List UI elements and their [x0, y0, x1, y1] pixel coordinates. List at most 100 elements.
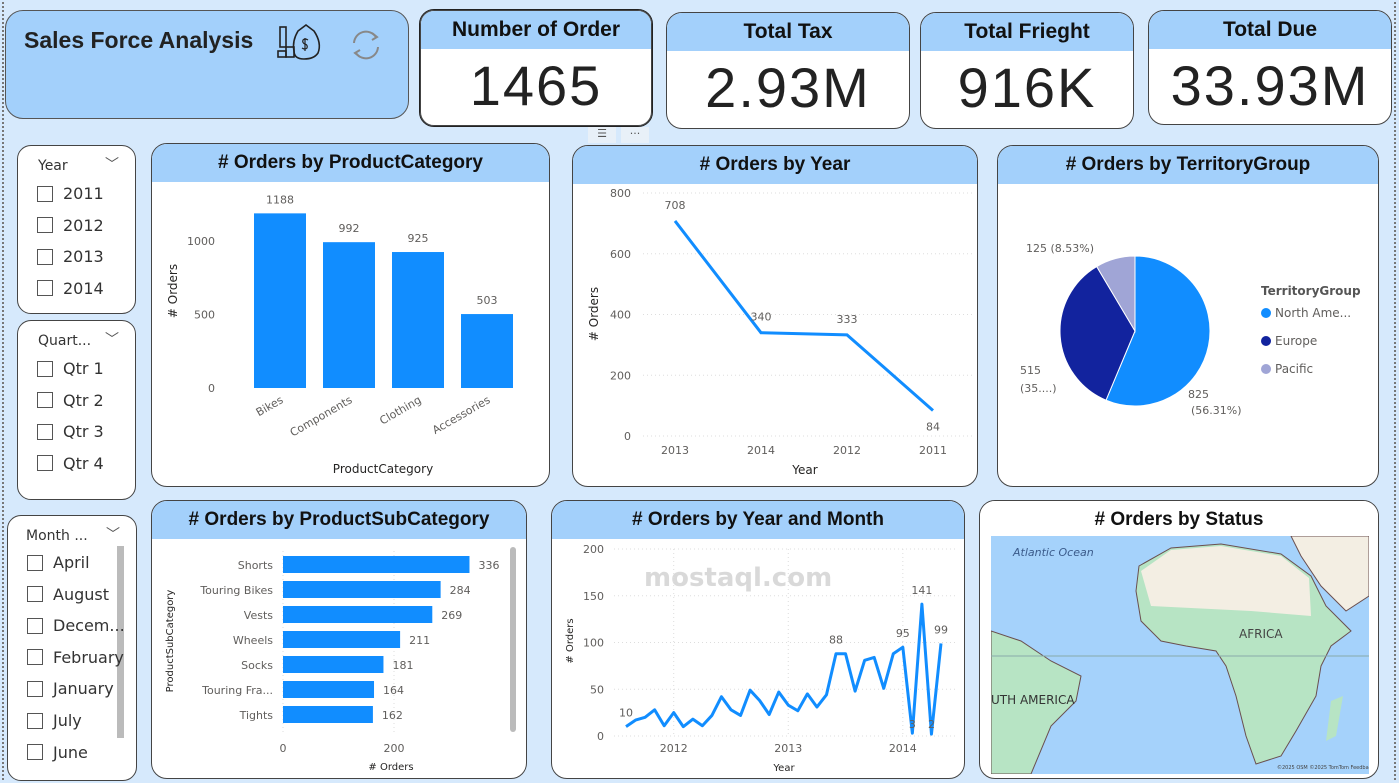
map-attribution[interactable]: ©2025 OSM ©2025 TomTom Feedback	[1277, 764, 1369, 771]
slicer-item[interactable]: January	[27, 679, 114, 698]
x-tick-label: 0	[280, 742, 287, 755]
bar	[283, 656, 384, 673]
chevron-down-icon[interactable]: ﹀	[105, 157, 119, 173]
visual-filter-button[interactable]: ☰	[588, 127, 616, 143]
data-label: (35....)	[1020, 382, 1057, 395]
kpi-value: 33.93M	[1170, 54, 1370, 117]
slicer-item[interactable]: August	[27, 585, 109, 604]
checkbox[interactable]	[27, 680, 43, 697]
slicer-item-label: Qtr 4	[63, 453, 104, 473]
checkbox[interactable]	[37, 280, 53, 297]
map-land-sahara	[1141, 546, 1311, 616]
slicer-item[interactable]: February	[27, 648, 124, 667]
x-tick-label: 2011	[919, 444, 947, 457]
slicer-item-label: 2014	[63, 278, 104, 298]
data-label: 925	[408, 232, 429, 245]
slicer-item[interactable]: Qtr 2	[37, 391, 104, 410]
data-label: 708	[665, 199, 686, 212]
checkbox[interactable]	[37, 392, 53, 409]
checkbox[interactable]	[27, 554, 43, 571]
x-tick-label: 2012	[833, 444, 861, 457]
checkbox[interactable]	[37, 185, 53, 202]
data-label: 95	[896, 627, 910, 640]
checkbox[interactable]	[27, 744, 43, 761]
watermark: mostaql.com	[644, 563, 833, 593]
slicer-item-label: 2013	[63, 247, 104, 267]
refresh-icon[interactable]	[346, 25, 386, 65]
checkbox[interactable]	[37, 423, 53, 440]
y-tick-label: 50	[590, 683, 604, 696]
checkbox[interactable]	[37, 248, 53, 265]
slicer-item[interactable]: Qtr 4	[37, 454, 104, 473]
y-axis-title: # Orders	[166, 264, 180, 318]
more-options-button[interactable]: ···	[621, 127, 649, 143]
scrollbar[interactable]	[510, 547, 516, 732]
slicer-title: Year	[38, 158, 68, 174]
kpi-value: 916K	[957, 56, 1097, 119]
data-label: 84	[926, 420, 940, 433]
y-tick-label: Wheels	[233, 634, 273, 647]
slicer-item[interactable]: July	[27, 711, 82, 730]
checkbox[interactable]	[37, 455, 53, 472]
kpi-label: Number of Order	[421, 11, 651, 49]
data-label: 125 (8.53%)	[1026, 242, 1094, 255]
checkbox[interactable]	[27, 586, 43, 603]
slicer-item-label: Qtr 2	[63, 390, 104, 410]
slicer-item-label: Qtr 1	[63, 359, 104, 378]
legend-label: Pacific	[1275, 362, 1313, 376]
slicer-item[interactable]: 2013	[37, 247, 104, 266]
checkbox[interactable]	[27, 617, 43, 634]
checkbox[interactable]	[27, 712, 43, 729]
slicer-item[interactable]: 2014	[37, 279, 104, 298]
slicer-item[interactable]: April	[27, 553, 90, 572]
slicer-item[interactable]: Qtr 3	[37, 422, 104, 441]
map-land-arabia	[1290, 536, 1369, 612]
year-slicer: Year ﹀ 2011 2012 2013 2014	[17, 145, 136, 314]
x-tick-label: 2013	[661, 444, 689, 457]
pie-slice	[1105, 255, 1211, 407]
chart-orders-by-productcategory: # Orders by ProductCategory 0 500 1000 1188…	[151, 143, 550, 487]
checkbox[interactable]	[37, 360, 53, 377]
checkbox[interactable]	[37, 217, 53, 234]
chevron-down-icon[interactable]: ﹀	[106, 527, 120, 543]
x-tick-label: 2012	[660, 742, 688, 755]
data-label: 1188	[266, 193, 294, 206]
data-label: 340	[751, 311, 772, 324]
scrollbar[interactable]	[117, 546, 124, 738]
data-label: 162	[382, 709, 403, 722]
slicer-item[interactable]: Decem...	[27, 616, 125, 635]
slicer-item-label: Qtr 3	[63, 422, 104, 442]
chevron-down-icon[interactable]: ﹀	[105, 332, 119, 348]
chart-orders-by-productsubcategory: # Orders by ProductSubCategory 0 200 Short…	[151, 500, 527, 779]
y-tick-label: 0	[597, 730, 604, 743]
slicer-item[interactable]: 2011	[37, 184, 104, 203]
y-tick-label: Tights	[239, 709, 274, 722]
legend-title: TerritoryGroup	[1261, 284, 1361, 298]
data-label: 10	[619, 707, 633, 720]
chart-title: # Orders by ProductCategory	[152, 144, 549, 182]
map-label-south-america: UTH AMERICA	[991, 693, 1075, 707]
y-tick-label: 800	[610, 187, 631, 200]
bar-chart: 0 500 1000 1188 Bikes 992 Components 925 Clothin…	[166, 193, 513, 476]
slicer-item[interactable]: June	[27, 743, 88, 762]
data-label: 515	[1020, 364, 1041, 377]
x-axis-title: ProductCategory	[333, 462, 433, 476]
bar	[283, 606, 433, 623]
series-line	[625, 602, 943, 736]
map-label-ocean: Atlantic Ocean	[1012, 546, 1094, 559]
slicer-item-label: April	[53, 553, 90, 572]
dashboard-title: Sales Force Analysis	[24, 27, 254, 53]
slicer-item[interactable]: Qtr 1	[37, 359, 104, 378]
data-label: 825	[1188, 388, 1209, 401]
slicer-item[interactable]: 2012	[37, 216, 104, 235]
y-tick-label: Touring Fra...	[201, 684, 273, 697]
y-tick-label: 600	[610, 248, 631, 261]
legend-marker	[1261, 336, 1271, 346]
kpi-label: Total Frieght	[921, 13, 1133, 51]
checkbox[interactable]	[27, 649, 43, 666]
map[interactable]: Atlantic Ocean AFRICA UTH AMERICA ©2025 …	[991, 536, 1369, 774]
y-tick-label: Vests	[244, 609, 273, 622]
x-tick-label: 2014	[747, 444, 775, 457]
pie-slice	[1096, 255, 1136, 333]
y-axis-title: ProductSubCategory	[165, 590, 176, 693]
